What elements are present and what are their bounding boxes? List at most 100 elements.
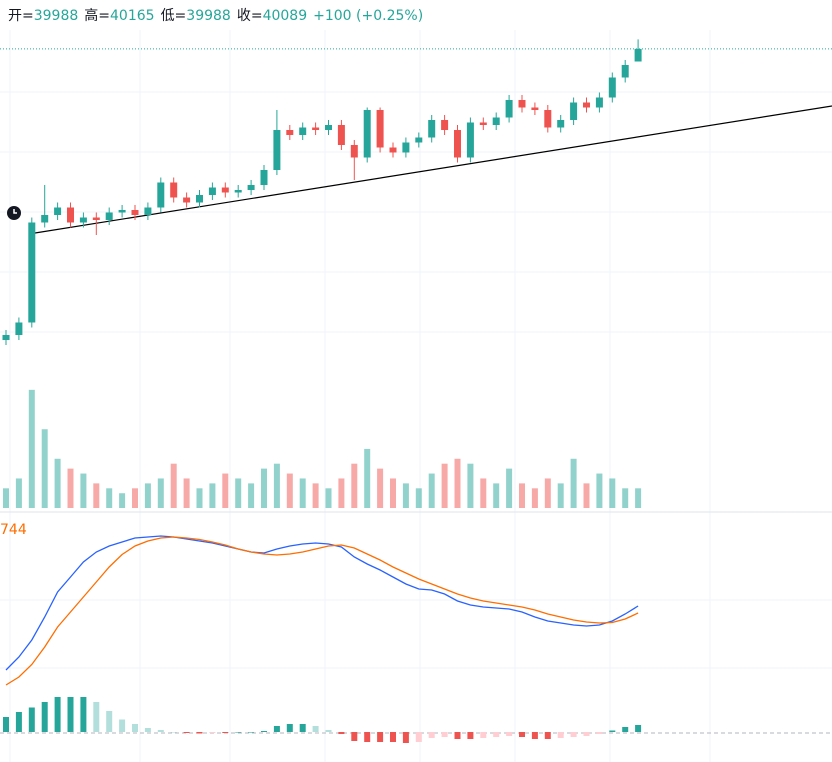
volume-bar: [119, 493, 126, 508]
candle-body: [54, 207, 62, 215]
macd-dif-line: [5, 535, 639, 671]
candle-body: [518, 100, 526, 108]
volume-bar: [248, 483, 255, 508]
legend-label: 收=: [236, 8, 263, 24]
candle-body: [325, 125, 332, 130]
macd-hist-bar: [286, 724, 293, 732]
candle-body: [131, 210, 139, 215]
legend-value: 39988: [186, 8, 231, 24]
candle-body: [634, 48, 642, 62]
candle-body: [183, 197, 191, 203]
candle-body: [67, 207, 74, 223]
candle-body: [350, 145, 358, 158]
volume-bar: [428, 473, 435, 508]
volume-bar: [583, 483, 590, 508]
volume-bar: [273, 463, 280, 508]
macd-hist-bar: [106, 711, 113, 732]
candle-body: [621, 65, 629, 78]
volume-bar: [144, 483, 151, 508]
volume-bar: [415, 488, 422, 508]
candle-body: [376, 110, 384, 148]
grid: [0, 30, 832, 762]
macd-label: 744: [0, 522, 27, 538]
macd-hist-bar: [364, 732, 371, 742]
macd-hist-bar: [467, 732, 474, 739]
candle-body: [208, 187, 216, 195]
volume-bar: [519, 483, 525, 508]
macd-hist-bar: [454, 732, 461, 739]
candle-body: [583, 102, 590, 108]
volume-bar: [222, 473, 229, 508]
volume-bar: [480, 478, 487, 508]
candle-body: [273, 130, 281, 170]
volume-bar: [493, 483, 500, 508]
macd-hist-bar: [41, 702, 48, 732]
macd-hist-bar: [132, 724, 138, 732]
candle-body: [221, 187, 229, 193]
macd-hist-bar: [338, 732, 345, 734]
candle-body: [466, 122, 474, 158]
volume-bar: [351, 463, 358, 508]
macd-hist-bar: [15, 712, 22, 732]
macd-hist-bar: [415, 732, 422, 742]
macd-hist-bar: [209, 732, 216, 733]
volume-bar: [570, 458, 577, 508]
volume-bar: [157, 478, 164, 508]
candle-body: [544, 110, 552, 128]
volume-bar: [93, 483, 100, 508]
volume-bar: [3, 488, 9, 508]
volume-bar: [209, 483, 216, 508]
volume-bar: [28, 389, 35, 508]
legend-value: 40089: [262, 8, 308, 24]
volume-bar: [67, 468, 74, 508]
macd-hist-bar: [3, 717, 9, 732]
volume-bar: [54, 458, 61, 508]
macd-hist-bar: [635, 725, 642, 732]
macd-hist-bar: [441, 732, 448, 737]
candle-body: [157, 182, 165, 208]
macd-hist-bar: [80, 697, 87, 732]
candle-body: [196, 195, 203, 203]
candle-body: [531, 107, 539, 110]
alarm-icon: [7, 206, 21, 220]
macd-hist-bar: [622, 727, 629, 732]
macd-hist-bar: [248, 732, 255, 733]
macd-hist-bar: [596, 732, 603, 734]
candle-body: [299, 127, 307, 135]
volume-bar: [338, 478, 345, 508]
macd-hist-bar: [480, 732, 487, 738]
macd-hist-bar: [583, 732, 590, 736]
volume-bar: [299, 478, 306, 508]
volume-bar: [106, 488, 113, 508]
legend-label: 低=: [160, 8, 187, 24]
volume-bar: [170, 463, 177, 508]
macd-hist-bar: [54, 697, 61, 732]
candle-body: [441, 120, 449, 130]
macd-hist-bar: [402, 732, 409, 743]
legend-change: +100 (+0.25%): [313, 8, 424, 24]
candle-body: [363, 110, 371, 158]
volume-bar: [544, 478, 551, 508]
volume-bar: [635, 488, 642, 508]
candle-body: [118, 210, 126, 213]
candle-body: [247, 185, 255, 190]
candle-body: [492, 117, 500, 125]
volume-bar: [531, 488, 538, 508]
volume-bar: [235, 478, 242, 508]
volume-bar: [596, 473, 603, 508]
volume-bar: [80, 473, 87, 508]
macd-hist-bar: [170, 732, 177, 733]
candle-body: [505, 100, 513, 118]
macd-hist-bar: [557, 732, 564, 738]
volume-bar: [467, 463, 474, 508]
candle-body: [170, 182, 178, 198]
macd-hist-bar: [570, 732, 577, 737]
candle-body: [389, 147, 397, 153]
macd-hist-bar: [312, 726, 319, 732]
volume-bar: [183, 478, 190, 508]
candle-body: [479, 122, 487, 125]
candle-body: [28, 222, 36, 323]
candle-body: [286, 130, 294, 135]
volume-bar: [454, 458, 461, 508]
